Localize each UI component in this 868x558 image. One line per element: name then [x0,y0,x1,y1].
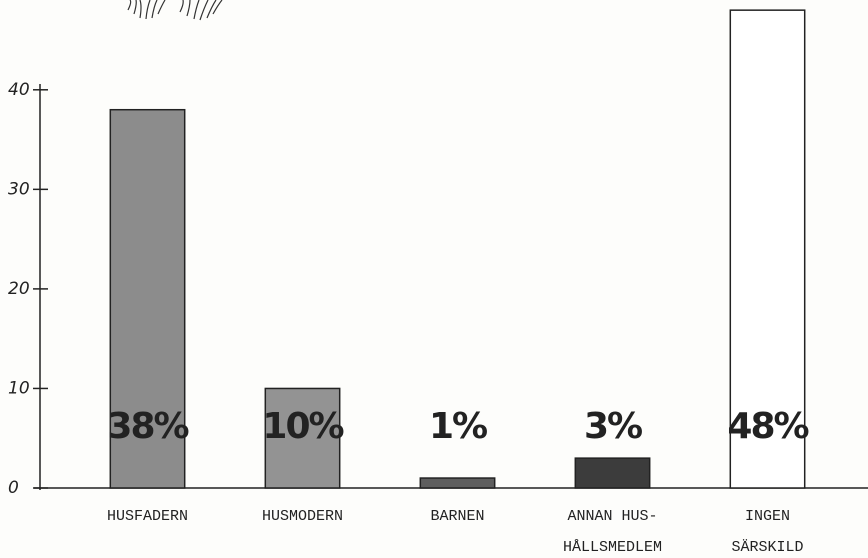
value-label: 10% [262,406,343,447]
bar [729,9,806,489]
x-tick-label: HUSMODERN [262,508,343,525]
y-tick-label: 30 [8,179,30,199]
value-label: 38% [107,406,188,447]
x-tick-label: SÄRSKILD [731,538,803,556]
y-tick-label: 20 [8,279,30,299]
bar [574,457,651,489]
x-tick-label: HUSFADERN [107,508,188,525]
x-tick-label: ANNAN HUS- [567,508,657,525]
bar [419,477,496,489]
y-tick-label: 40 [8,80,30,100]
value-label: 1% [429,406,487,447]
bar [264,387,341,489]
value-label: 3% [584,406,642,447]
grass-decoration [127,0,223,21]
y-tick-label: 0 [8,478,19,498]
x-tick-label: HÅLLSMEDLEM [563,539,662,556]
bar [109,108,186,489]
x-tick-label: BARNEN [430,508,484,525]
value-label: 48% [727,406,808,447]
x-tick-label: INGEN [745,508,790,525]
y-tick-label: 10 [8,378,30,398]
